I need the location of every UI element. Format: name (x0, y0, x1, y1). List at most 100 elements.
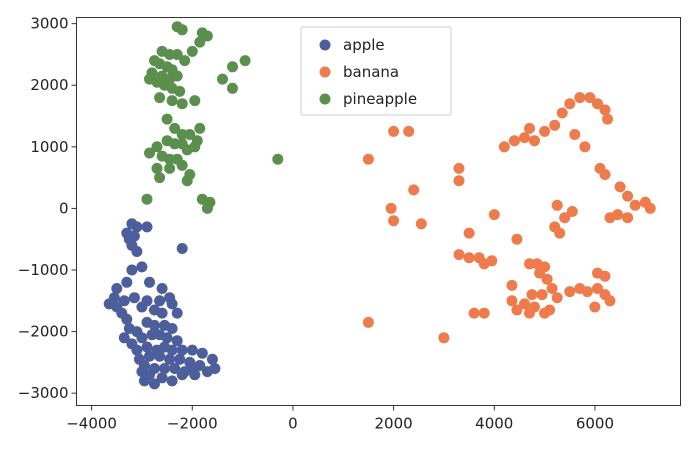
points-layer (103, 21, 656, 390)
pineapple-point-21 (154, 92, 166, 104)
apple-point-19 (156, 283, 168, 294)
pineapple-point-24 (189, 95, 201, 107)
pineapple-point-1 (176, 24, 188, 36)
pineapple-point-30 (169, 122, 181, 134)
banana-point-2 (403, 125, 415, 137)
banana-point-16 (486, 255, 498, 267)
pineapple-point-50 (181, 175, 193, 187)
banana-point-24 (529, 135, 540, 147)
apple-point-12 (144, 276, 155, 288)
banana-point-9 (453, 162, 465, 174)
banana-point-34 (569, 129, 581, 140)
pineapple-point-25 (217, 73, 228, 85)
banana-point-13 (463, 252, 475, 264)
pineapple-point-26 (227, 82, 238, 94)
banana-point-70 (581, 286, 593, 298)
banana-point-17 (488, 209, 500, 221)
banana-point-55 (534, 267, 546, 279)
pineapple-point-45 (151, 162, 163, 174)
banana-point-29 (574, 92, 586, 104)
legend-box (300, 26, 452, 116)
x-tick-label-4: 4000 (475, 415, 513, 433)
banana-point-75 (604, 295, 616, 307)
banana-point-62 (511, 304, 523, 316)
apple-point-11 (121, 276, 133, 288)
apple-point-29 (171, 307, 183, 319)
series-pineapple (141, 21, 284, 214)
apple-point-68 (156, 372, 168, 384)
apple-point-36 (118, 332, 130, 344)
pineapple-point-43 (189, 141, 201, 153)
banana-point-58 (536, 289, 548, 301)
pineapple-point-31 (176, 129, 188, 140)
y-tick-label-6: −3000 (18, 384, 69, 402)
legend-label-pineapple: pineapple (343, 90, 417, 108)
legend-label-banana: banana (343, 63, 399, 81)
banana-point-42 (644, 202, 656, 214)
banana-point-60 (519, 298, 530, 310)
banana-point-12 (453, 249, 465, 261)
banana-point-37 (599, 169, 611, 180)
banana-point-50 (549, 221, 561, 233)
apple-point-41 (161, 332, 173, 344)
apple-point-33 (149, 319, 160, 331)
apple-point-64 (169, 363, 181, 374)
banana-point-6 (415, 218, 427, 230)
banana-point-31 (592, 98, 603, 110)
pineapple-point-23 (176, 98, 188, 110)
banana-point-23 (524, 122, 535, 134)
apple-point-5 (141, 221, 153, 233)
banana-point-40 (629, 199, 641, 211)
banana-point-59 (526, 289, 538, 301)
apple-point-54 (164, 353, 176, 365)
banana-point-38 (614, 181, 626, 193)
legend: apple banana pineapple (300, 26, 452, 116)
banana-point-35 (579, 141, 591, 153)
pineapple-point-6 (164, 49, 176, 60)
pineapple-point-35 (184, 129, 196, 140)
x-tick-label-2: 0 (288, 415, 298, 433)
banana-point-28 (564, 98, 576, 110)
banana-point-61 (506, 295, 518, 307)
y-tick-label-3: 0 (59, 199, 69, 217)
banana-point-44 (622, 212, 634, 224)
apple-point-13 (111, 283, 123, 294)
banana-point-18 (468, 307, 480, 319)
apple-point-28 (156, 307, 168, 319)
banana-point-21 (508, 135, 520, 147)
legend-label-apple: apple (343, 36, 385, 54)
apple-point-58 (206, 353, 218, 365)
banana-point-48 (559, 212, 571, 224)
apple-point-17 (118, 295, 130, 307)
pineapple-point-49 (154, 172, 166, 184)
apple-point-7 (176, 243, 188, 254)
pineapple-point-51 (141, 193, 153, 205)
apple-point-35 (166, 323, 178, 334)
banana-point-20 (498, 141, 510, 153)
apple-point-63 (159, 363, 171, 374)
apple-point-70 (138, 375, 150, 387)
pineapple-point-3 (201, 30, 213, 42)
y-tick-label-1: 2000 (30, 76, 68, 94)
banana-point-7 (362, 316, 374, 328)
banana-point-57 (546, 283, 558, 294)
banana-point-32 (599, 104, 611, 116)
x-tick-label-0: −4000 (66, 415, 117, 433)
axes-layer: −4000 −2000 0 2000 4000 6000 3000 2000 1000 0 −100… (18, 15, 614, 433)
pineapple-point-38 (151, 141, 163, 153)
banana-point-46 (551, 199, 563, 211)
apple-point-43 (131, 344, 143, 356)
apple-point-18 (128, 292, 140, 304)
pineapple-point-20 (144, 73, 155, 85)
plot-frame (76, 17, 681, 406)
apple-point-44 (141, 341, 153, 353)
banana-point-45 (604, 212, 616, 224)
banana-point-47 (566, 206, 578, 217)
banana-point-8 (438, 332, 450, 344)
apple-point-52 (144, 350, 155, 362)
pineapple-point-29 (161, 113, 173, 125)
pineapple-point-55 (272, 153, 284, 165)
apple-point-38 (136, 332, 148, 344)
banana-point-22 (519, 132, 530, 144)
